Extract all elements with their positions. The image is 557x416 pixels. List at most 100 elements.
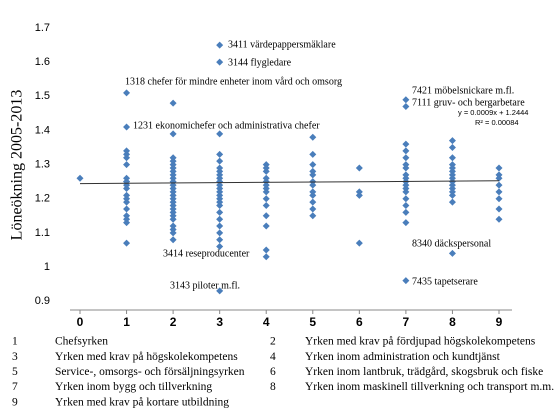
- legend-text: Yrken inom bygg och tillverkning: [55, 381, 212, 393]
- legend-number: 8: [270, 381, 276, 393]
- x-tick-label: 5: [309, 315, 316, 329]
- point: [495, 181, 503, 189]
- annotation: 3414 reseproducenter: [163, 248, 250, 259]
- point: [309, 205, 317, 213]
- legend-number: 4: [270, 351, 276, 363]
- point: [402, 154, 410, 162]
- point: [402, 202, 410, 210]
- legend-text: Yrken inom maskinell tillverkning och tr…: [305, 381, 554, 393]
- point: [448, 154, 456, 162]
- legend-text: Yrken med krav på kortare utbildning: [55, 395, 229, 408]
- point: [216, 236, 224, 244]
- point: [123, 184, 131, 192]
- point: [123, 198, 131, 206]
- legend-number: 5: [12, 366, 18, 378]
- point: [402, 164, 410, 172]
- point: [402, 140, 410, 148]
- point: [216, 243, 224, 251]
- point: [402, 219, 410, 227]
- y-tick-label: 1.5: [35, 90, 50, 102]
- point: [402, 147, 410, 155]
- point: [309, 181, 317, 189]
- legend-text: Yrken med krav på fördjupad högskolekomp…: [305, 335, 536, 348]
- point: [309, 133, 317, 141]
- point: [76, 174, 84, 182]
- point: [402, 188, 410, 196]
- point: [309, 198, 317, 206]
- point: [123, 239, 131, 247]
- x-tick-label: 6: [356, 315, 363, 329]
- point: [309, 212, 317, 220]
- x-tick-label: 0: [77, 315, 84, 329]
- y-tick-label: 1.4: [35, 124, 50, 136]
- y-tick-label: 1.6: [35, 56, 50, 68]
- x-tick-label: 8: [449, 315, 456, 329]
- legend-number: 2: [270, 336, 276, 348]
- legend-text: Yrken inom administration och kundtjänst: [305, 351, 501, 363]
- x-tick-label: 7: [403, 315, 410, 329]
- point: [402, 208, 410, 216]
- point: [355, 191, 363, 199]
- point: [309, 171, 317, 179]
- point: [216, 229, 224, 237]
- point: [169, 236, 177, 244]
- legend-text: Yrken inom lantbruk, trädgård, skogsbruk…: [305, 365, 543, 378]
- point: [123, 161, 131, 169]
- point: [309, 161, 317, 169]
- annotation: 3411 värdepappersmäklare: [228, 39, 336, 50]
- point: [495, 215, 503, 223]
- legend-text: Yrken med krav på högskolekompetens: [55, 350, 238, 363]
- point: [495, 205, 503, 213]
- point: [169, 229, 177, 237]
- point: [216, 202, 224, 210]
- point: [262, 195, 270, 203]
- annotation: 8340 däckspersonal: [412, 238, 491, 249]
- legend-text: Service-, omsorgs- och försäljningsyrken: [55, 366, 245, 378]
- legend-number: 7: [12, 381, 18, 393]
- point: [123, 89, 131, 97]
- point: [495, 195, 503, 203]
- point: [495, 174, 503, 182]
- point: [169, 215, 177, 223]
- annotation: 1231 ekonomichefer och administrativa ch…: [133, 120, 320, 131]
- point: [448, 198, 456, 206]
- annotation: 7421 möbelsnickare m.fl.: [412, 85, 514, 96]
- point: [169, 130, 177, 138]
- point: [169, 99, 177, 107]
- point: [495, 164, 503, 172]
- point: [402, 96, 410, 104]
- point: [123, 205, 131, 213]
- y-tick-label: 1: [44, 261, 50, 273]
- point: [402, 195, 410, 203]
- point: [123, 219, 131, 227]
- legend-number: 6: [270, 366, 276, 378]
- point: [216, 157, 224, 165]
- point: [495, 188, 503, 196]
- point: [402, 277, 410, 285]
- point: [216, 287, 224, 295]
- point: [216, 130, 224, 138]
- annotation: 3144 flygledare: [228, 57, 292, 68]
- point: [448, 191, 456, 199]
- point: [216, 58, 224, 66]
- trend-equation: y = 0.0009x + 1.2444: [458, 108, 528, 117]
- x-tick-label: 4: [263, 315, 270, 329]
- y-tick-label: 0.9: [35, 295, 50, 307]
- annotation: 1318 chefer för mindre enheter inom vård…: [125, 76, 342, 87]
- x-tick-label: 1: [123, 315, 130, 329]
- point: [262, 202, 270, 210]
- annotation: 3143 piloter m.fl.: [170, 280, 240, 291]
- x-tick-label: 3: [216, 315, 223, 329]
- x-tick-label: 2: [170, 315, 177, 329]
- point: [216, 222, 224, 230]
- annotation: 7111 gruv- och bergarbetare: [412, 97, 525, 108]
- point: [448, 249, 456, 257]
- point: [262, 253, 270, 261]
- point: [123, 123, 131, 131]
- y-tick-label: 1.1: [35, 227, 50, 239]
- point: [309, 191, 317, 199]
- y-tick-label: 1.7: [35, 22, 50, 34]
- trend-r2: R² = 0.00084: [475, 118, 519, 127]
- trendline: [79, 180, 500, 185]
